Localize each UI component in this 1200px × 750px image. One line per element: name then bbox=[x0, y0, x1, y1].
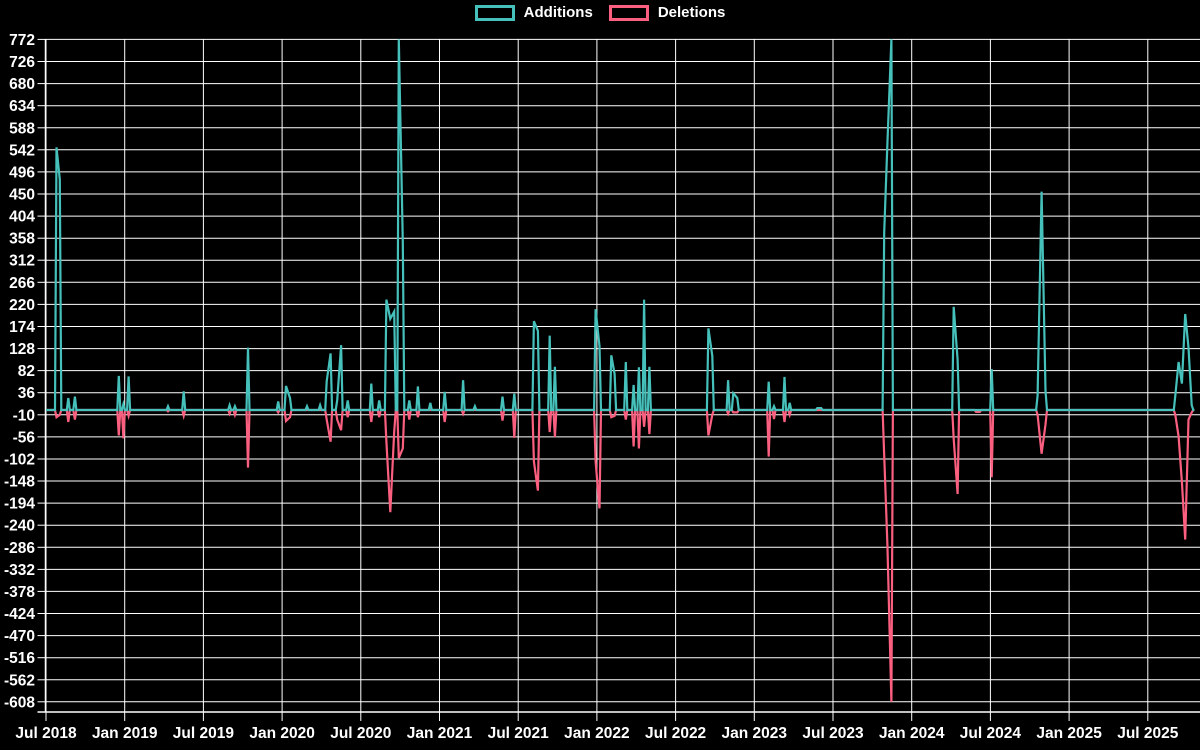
y-tick-label: 496 bbox=[9, 164, 35, 181]
x-tick-label: Jul 2022 bbox=[645, 725, 706, 742]
legend-item-deletions[interactable]: Deletions bbox=[608, 4, 726, 21]
additions-line bbox=[46, 39, 1195, 412]
y-tick-label: 358 bbox=[9, 231, 35, 248]
y-tick-label: -562 bbox=[4, 672, 35, 689]
y-tick-label: 174 bbox=[9, 319, 35, 336]
x-tick-label: Jan 2019 bbox=[92, 725, 158, 742]
y-tick-label: 450 bbox=[9, 187, 35, 204]
y-tick-label: 404 bbox=[9, 209, 35, 226]
legend-item-additions[interactable]: Additions bbox=[474, 4, 593, 21]
additions-swatch-icon bbox=[474, 5, 515, 21]
x-tick-label: Jan 2020 bbox=[249, 725, 315, 742]
chart-legend: Additions Deletions bbox=[0, 5, 1200, 21]
y-tick-label: -102 bbox=[4, 452, 35, 469]
axes bbox=[37, 38, 1200, 713]
x-tick-label: Jul 2023 bbox=[802, 725, 864, 742]
y-tick-label: 726 bbox=[9, 54, 35, 71]
deletions-swatch-icon bbox=[608, 5, 649, 21]
y-tick-label: 772 bbox=[9, 32, 35, 49]
x-tick-label: Jul 2025 bbox=[1117, 725, 1179, 742]
y-tick-label: 680 bbox=[9, 76, 35, 93]
x-tick-label: Jan 2025 bbox=[1036, 725, 1102, 742]
x-tick-label: Jan 2024 bbox=[879, 725, 945, 742]
x-tick-label: Jul 2021 bbox=[488, 725, 550, 742]
y-tick-label: -424 bbox=[4, 606, 35, 623]
x-tick-label: Jan 2023 bbox=[722, 725, 788, 742]
y-tick-label: 266 bbox=[9, 275, 35, 292]
legend-label-additions: Additions bbox=[523, 4, 593, 21]
y-tick-label: 588 bbox=[9, 120, 35, 137]
y-tick-label: -148 bbox=[4, 474, 35, 491]
x-tick-label: Jan 2022 bbox=[564, 725, 630, 742]
y-tick-label: -56 bbox=[13, 429, 36, 446]
gridlines bbox=[45, 38, 1200, 721]
y-tick-label: 634 bbox=[9, 98, 35, 115]
y-tick-label: -470 bbox=[4, 628, 35, 645]
x-tick-label: Jul 2024 bbox=[960, 725, 1022, 742]
legend-label-deletions: Deletions bbox=[657, 4, 726, 21]
y-tick-label: -378 bbox=[4, 584, 35, 601]
y-tick-label: 542 bbox=[9, 142, 35, 159]
y-tick-label: 36 bbox=[18, 385, 36, 402]
x-tick-label: Jul 2018 bbox=[15, 725, 77, 742]
y-tick-label: -10 bbox=[13, 407, 35, 424]
y-tick-label: 82 bbox=[18, 363, 35, 380]
x-tick-label: Jul 2020 bbox=[330, 725, 391, 742]
y-tick-label: -240 bbox=[4, 518, 35, 535]
y-tick-label: 220 bbox=[9, 297, 35, 314]
axis-labels: 772 726 680 634 588 542 496 450 404 358 312 266 220 1… bbox=[4, 32, 1179, 742]
y-tick-label: -332 bbox=[4, 562, 35, 579]
y-tick-label: -286 bbox=[4, 540, 35, 557]
y-tick-label: -608 bbox=[4, 694, 35, 711]
y-tick-label: -516 bbox=[4, 650, 35, 667]
x-tick-label: Jul 2019 bbox=[173, 725, 235, 742]
y-tick-label: 312 bbox=[9, 253, 35, 270]
y-tick-label: -194 bbox=[4, 496, 35, 513]
y-tick-label: 128 bbox=[9, 341, 35, 358]
x-tick-label: Jan 2021 bbox=[407, 725, 473, 742]
